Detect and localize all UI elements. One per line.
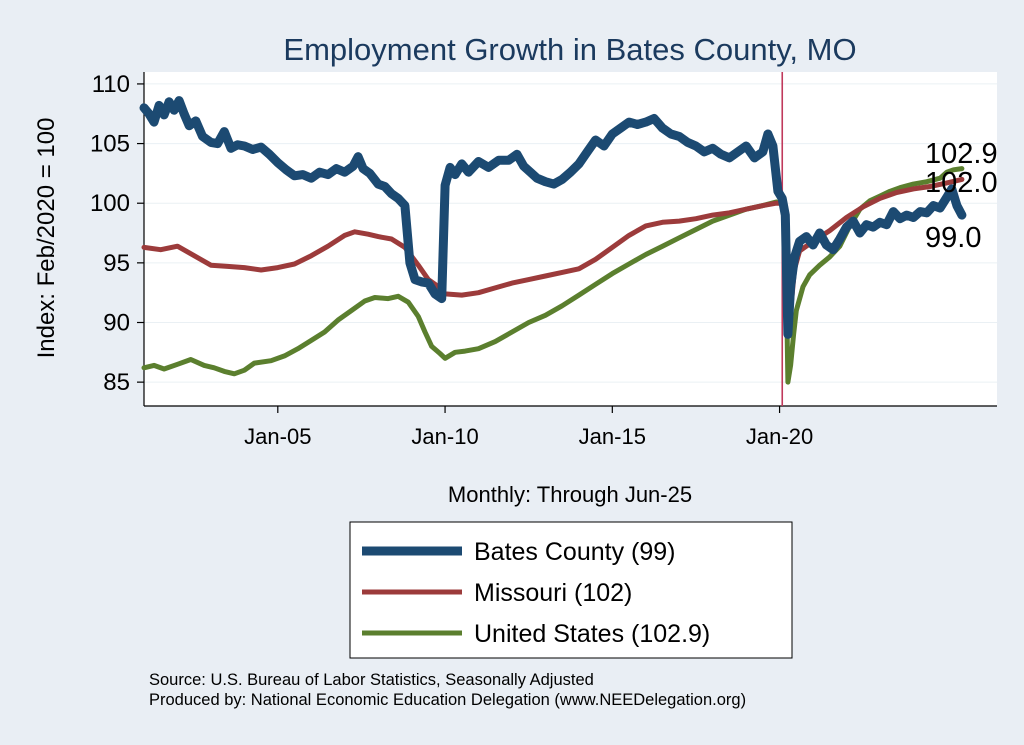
x-tick-label-jan-10: Jan-10 bbox=[411, 424, 478, 449]
end-label-bates-county: 99.0 bbox=[925, 222, 981, 254]
series-line-bates-county bbox=[139, 96, 967, 339]
legend-item-bates-county: Bates County (99) bbox=[362, 538, 676, 566]
y-tick-label-105: 105 bbox=[90, 131, 130, 158]
x-tick-label-jan-05: Jan-05 bbox=[244, 424, 311, 449]
legend: Bates County (99) Missouri (102) United … bbox=[349, 521, 793, 659]
axes bbox=[143, 72, 997, 407]
x-tick-label-jan-15: Jan-15 bbox=[579, 424, 646, 449]
y-ticks: 85 90 95 100 105 110 bbox=[90, 71, 144, 396]
source-note: Source: U.S. Bureau of Labor Statistics,… bbox=[149, 670, 746, 710]
legend-label-bates-county: Bates County (99) bbox=[474, 538, 676, 566]
x-ticks: Jan-05 Jan-10 Jan-15 Jan-20 bbox=[244, 406, 813, 449]
gridlines bbox=[144, 83, 997, 383]
source-line: Source: U.S. Bureau of Labor Statistics,… bbox=[149, 671, 594, 689]
x-tick-label-jan-20: Jan-20 bbox=[746, 424, 813, 449]
y-tick-label-90: 90 bbox=[103, 310, 130, 337]
y-tick-label-95: 95 bbox=[103, 250, 130, 277]
chart-title: Employment Growth in Bates County, MO bbox=[283, 32, 856, 67]
produced-by-line: Produced by: National Economic Education… bbox=[149, 691, 747, 709]
series-layer bbox=[139, 96, 967, 385]
end-label-united-states: 102.9 bbox=[925, 138, 998, 170]
y-tick-label-85: 85 bbox=[103, 369, 130, 396]
y-tick-label-100: 100 bbox=[90, 190, 130, 217]
y-tick-label-110: 110 bbox=[92, 71, 130, 98]
y-axis-label: Index: Feb/2020 = 100 bbox=[33, 118, 60, 359]
series-line-missouri bbox=[141, 176, 965, 337]
legend-item-united-states: United States (102.9) bbox=[362, 620, 710, 648]
plot-area bbox=[144, 72, 997, 406]
x-axis-label: Monthly: Through Jun-25 bbox=[448, 482, 692, 507]
legend-label-united-states: United States (102.9) bbox=[474, 620, 710, 648]
legend-item-missouri: Missouri (102) bbox=[362, 579, 632, 607]
legend-label-missouri: Missouri (102) bbox=[474, 579, 632, 607]
end-label-missouri: 102.0 bbox=[925, 167, 998, 199]
